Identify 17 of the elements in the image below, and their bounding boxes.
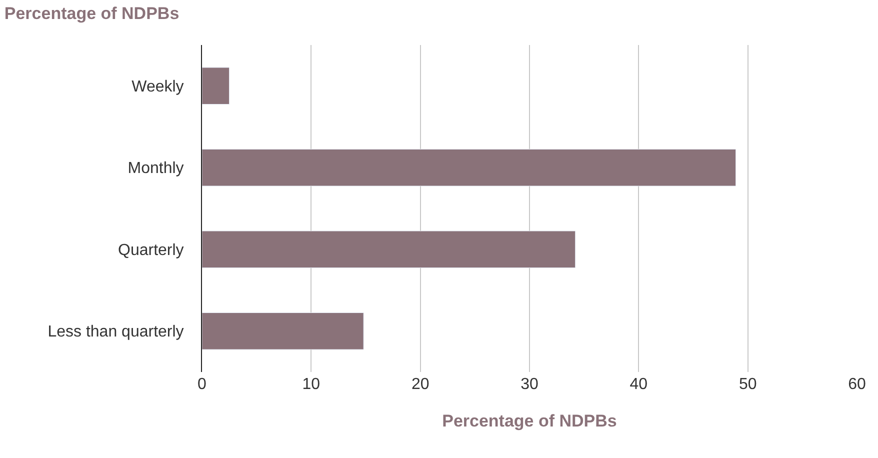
x-tick-label: 10	[302, 376, 320, 393]
x-tick-label: 50	[738, 376, 757, 393]
y-tick-label: Less than quarterly	[48, 324, 184, 341]
x-tick-label: 30	[520, 376, 538, 393]
bar	[202, 230, 576, 268]
bar	[202, 312, 364, 350]
y-tick-label: Weekly	[132, 78, 184, 96]
x-tick-label: 40	[630, 376, 648, 393]
x-axis-title: Percentage of NDPBs	[442, 411, 617, 430]
x-tick-label: 20	[411, 376, 430, 393]
y-tick-label: Monthly	[128, 160, 184, 178]
chart-title: Percentage of NDPBs	[4, 4, 180, 23]
y-tick-label: Quarterly	[118, 242, 184, 259]
bar	[202, 148, 736, 186]
x-tick-label: 60	[848, 376, 866, 393]
bar	[202, 67, 230, 105]
x-tick-label: 0	[198, 376, 207, 393]
